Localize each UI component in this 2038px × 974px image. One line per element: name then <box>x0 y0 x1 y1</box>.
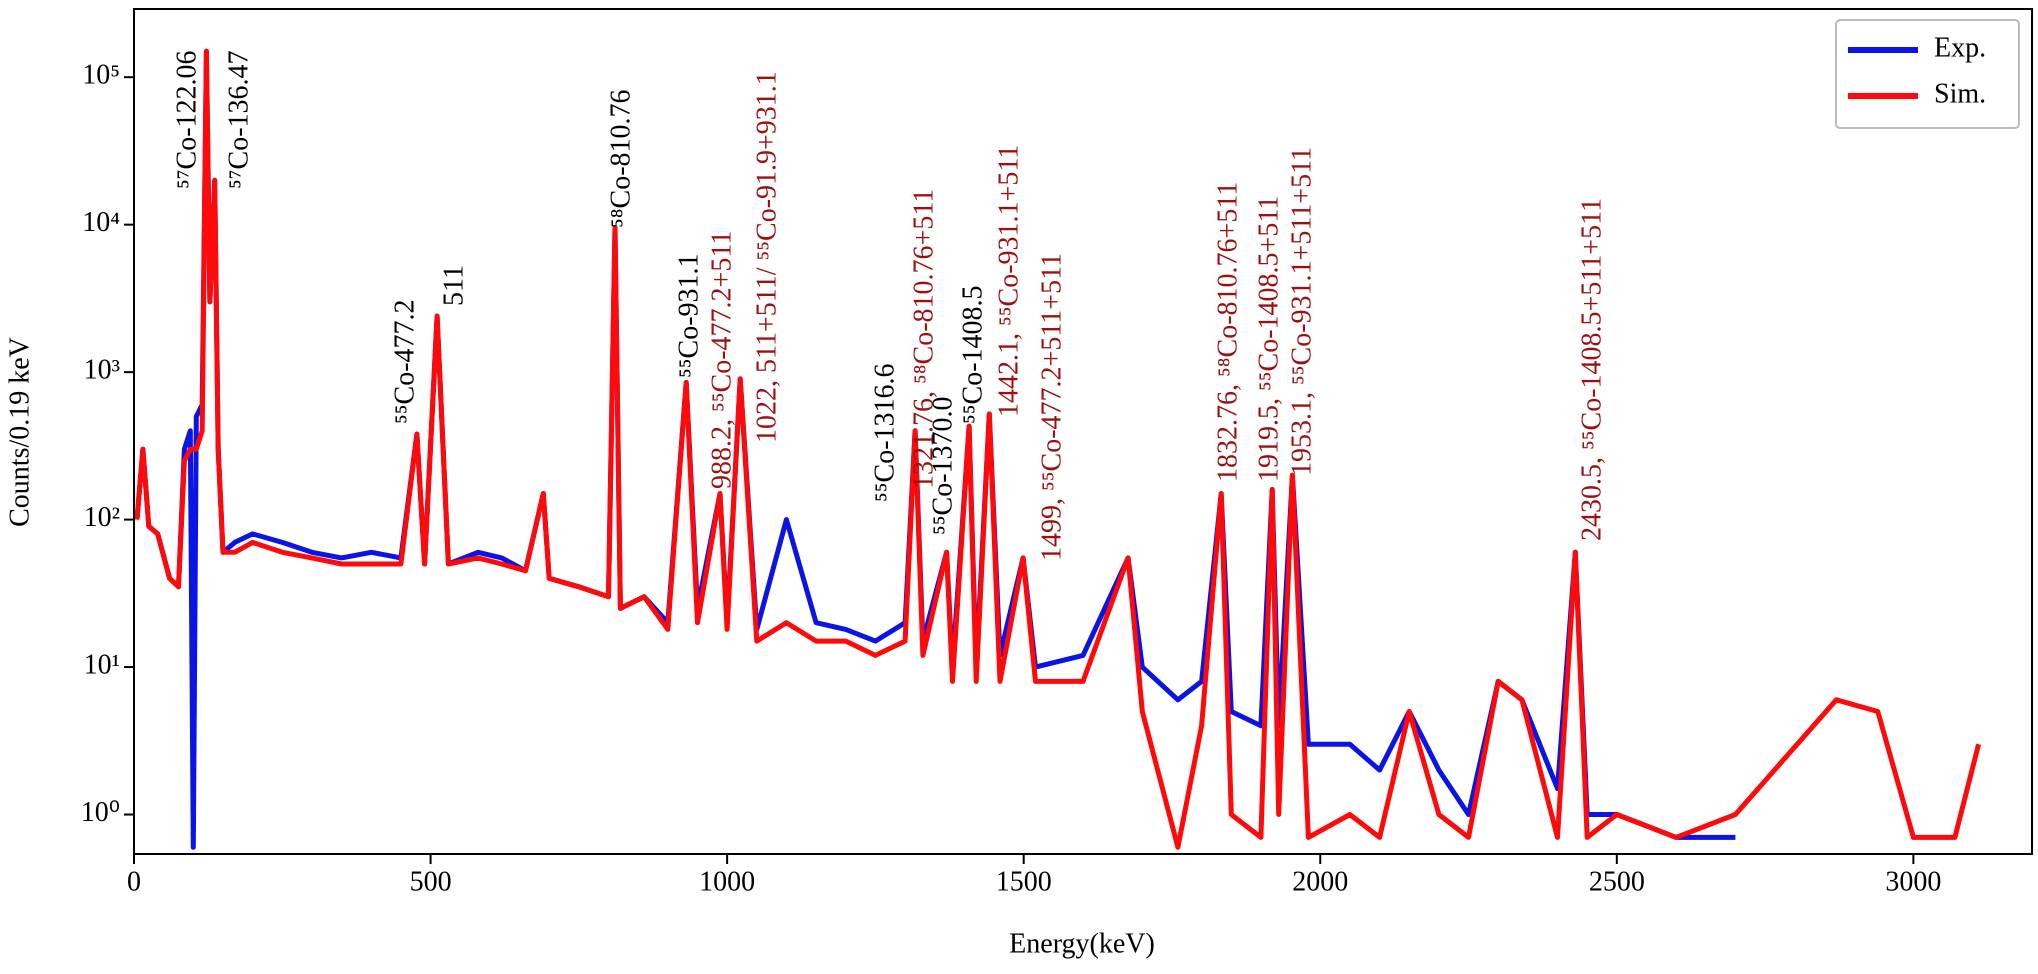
peak-annotation: ⁵⁵Co-1316.6 <box>869 363 900 502</box>
series-line <box>134 48 1982 850</box>
peak-annotation: ⁵⁵Co-1370.0 <box>927 396 958 535</box>
peak-annotation: 511 <box>438 265 469 306</box>
x-tick-label: 3000 <box>1885 866 1941 897</box>
y-tick-label: 10² <box>84 502 120 533</box>
x-tick-label: 1500 <box>996 866 1052 897</box>
peak-annotation: 1499, ⁵⁵Co-477.2+511+511 <box>1036 253 1067 561</box>
y-tick-label: 10⁰ <box>81 797 120 828</box>
peak-annotation: ⁵⁸Co-810.76 <box>605 89 636 228</box>
legend-label: Exp. <box>1934 32 1986 63</box>
peak-annotation: 1919.5, ⁵⁵Co-1408.5+511 <box>1253 196 1284 482</box>
plot-frame <box>133 8 2033 855</box>
legend-box <box>1835 19 2020 129</box>
y-tick-label: 10¹ <box>84 649 120 680</box>
x-tick-label: 2500 <box>1589 866 1645 897</box>
y-tick-label: 10⁵ <box>82 60 120 91</box>
legend-label: Sim. <box>1934 78 1986 109</box>
peak-annotation: 1321.76, ⁵⁸Co-810.76+511 <box>908 189 939 489</box>
x-tick-label: 500 <box>410 866 452 897</box>
x-tick-label: 1000 <box>699 866 755 897</box>
peak-annotation: 2430.5, ⁵⁵Co-1408.5+511+511 <box>1576 198 1607 541</box>
peak-annotation: 1832.76, ⁵⁸Co-810.76+511 <box>1212 182 1243 482</box>
peak-annotation: ⁵⁵Co-1408.5 <box>957 285 988 424</box>
peak-annotation: ⁵⁷Co-136.47 <box>223 50 254 189</box>
peak-annotation: ⁵⁵Co-477.2 <box>389 299 420 424</box>
peak-annotation: ⁵⁷Co-122.06 <box>171 50 202 189</box>
peak-annotation: ⁵⁵Co-931.1 <box>673 253 704 378</box>
x-tick-label: 2000 <box>1292 866 1348 897</box>
y-tick-label: 10⁴ <box>82 207 120 238</box>
y-tick-label: 10³ <box>84 355 120 386</box>
x-tick-label: 0 <box>127 866 141 897</box>
peak-annotation: 988.2, ⁵⁵Co-477.2+511 <box>706 231 737 489</box>
peak-annotation: 1953.1, ⁵⁵Co-931.1+511+511 <box>1286 147 1317 476</box>
y-axis-label: Counts/0.19 keV <box>4 337 35 527</box>
x-axis-label: Energy(keV) <box>1009 928 1155 959</box>
peak-annotation: 1442.1, ⁵⁵Co-931.1+511 <box>993 145 1024 417</box>
peak-annotation: 1022, 511+511/ ⁵⁵Co-91.9+931.1 <box>751 71 782 443</box>
